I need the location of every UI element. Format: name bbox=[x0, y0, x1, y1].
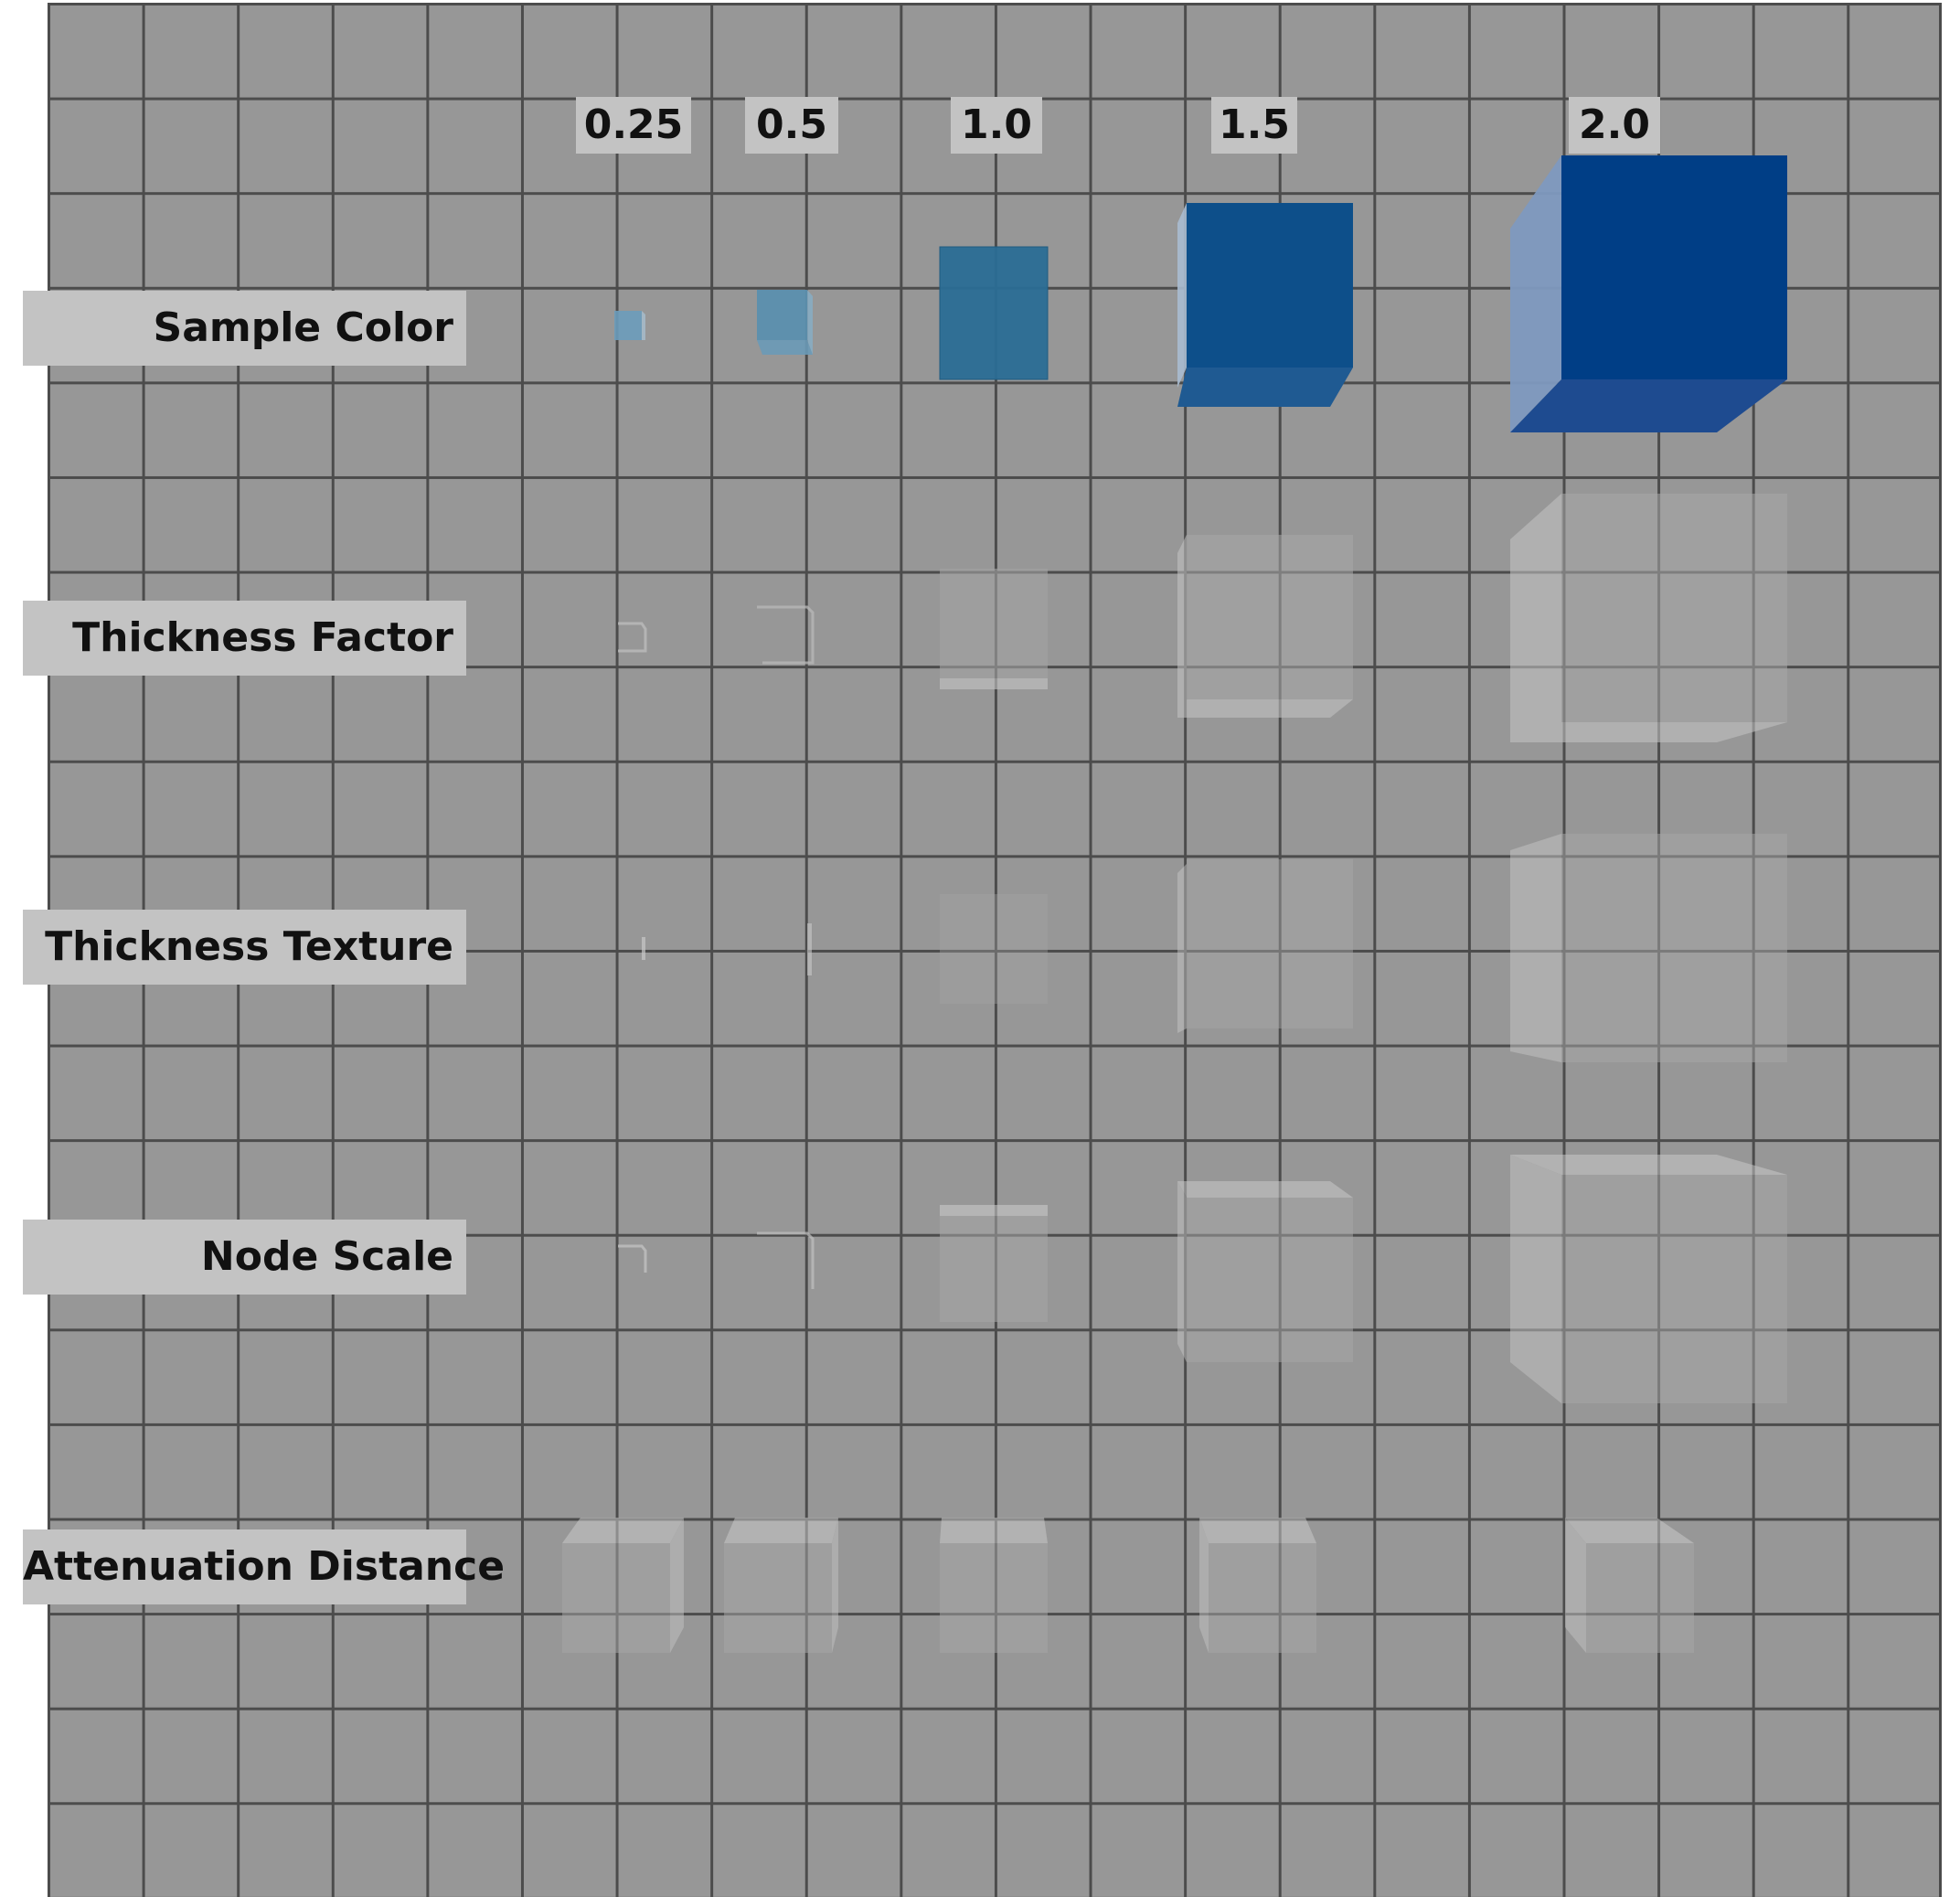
row-label-node-scale: Node Scale bbox=[23, 1220, 466, 1295]
thickness-factor-cube-1-5 bbox=[1177, 535, 1353, 718]
sample-color-cube-1-0 bbox=[939, 246, 1049, 380]
column-label-2-0: 2.0 bbox=[1569, 97, 1660, 154]
row-label-attenuation-distance: Attenuation Distance bbox=[23, 1529, 505, 1604]
attenuation-distance-cube-0-5 bbox=[724, 1518, 838, 1653]
thickness-texture-cube-1-0 bbox=[940, 894, 1048, 1004]
column-label-1-0: 1.0 bbox=[951, 97, 1042, 154]
sample-color-cube-2-0 bbox=[1510, 155, 1787, 432]
attenuation-distance-cube-2-0 bbox=[1565, 1518, 1694, 1653]
thickness-texture-cube-0-5 bbox=[807, 923, 812, 975]
row-label-thickness-texture: Thickness Texture bbox=[23, 910, 466, 985]
column-label-0-5: 0.5 bbox=[745, 97, 838, 154]
sample-color-cube-1-5 bbox=[1177, 203, 1353, 407]
sample-color-cube-0-25 bbox=[614, 311, 645, 340]
thickness-factor-cube-0-25 bbox=[618, 622, 647, 653]
thickness-factor-cube-2-0 bbox=[1510, 494, 1787, 742]
node-scale-cube-1-0 bbox=[940, 1205, 1048, 1322]
sample-color-cube-0-5 bbox=[757, 290, 813, 355]
thickness-texture-cube-2-0 bbox=[1510, 834, 1787, 1062]
node-scale-cube-0-5 bbox=[757, 1231, 815, 1289]
thickness-factor-cube-1-0 bbox=[940, 569, 1048, 689]
attenuation-distance-cube-1-0 bbox=[940, 1518, 1048, 1653]
node-scale-cube-2-0 bbox=[1510, 1155, 1787, 1403]
thickness-factor-cube-0-5 bbox=[757, 605, 815, 665]
thickness-texture-cube-0-25 bbox=[642, 937, 645, 960]
row-label-sample-color: Sample Color bbox=[23, 291, 466, 366]
row-label-thickness-factor: Thickness Factor bbox=[23, 601, 466, 676]
attenuation-distance-cube-0-25 bbox=[562, 1518, 684, 1653]
column-label-1-5: 1.5 bbox=[1211, 97, 1297, 154]
node-scale-cube-1-5 bbox=[1177, 1181, 1353, 1362]
column-label-0-25: 0.25 bbox=[576, 97, 691, 154]
attenuation-distance-cube-1-5 bbox=[1199, 1518, 1316, 1653]
thickness-texture-cube-1-5 bbox=[1177, 859, 1353, 1033]
node-scale-cube-0-25 bbox=[618, 1244, 647, 1273]
